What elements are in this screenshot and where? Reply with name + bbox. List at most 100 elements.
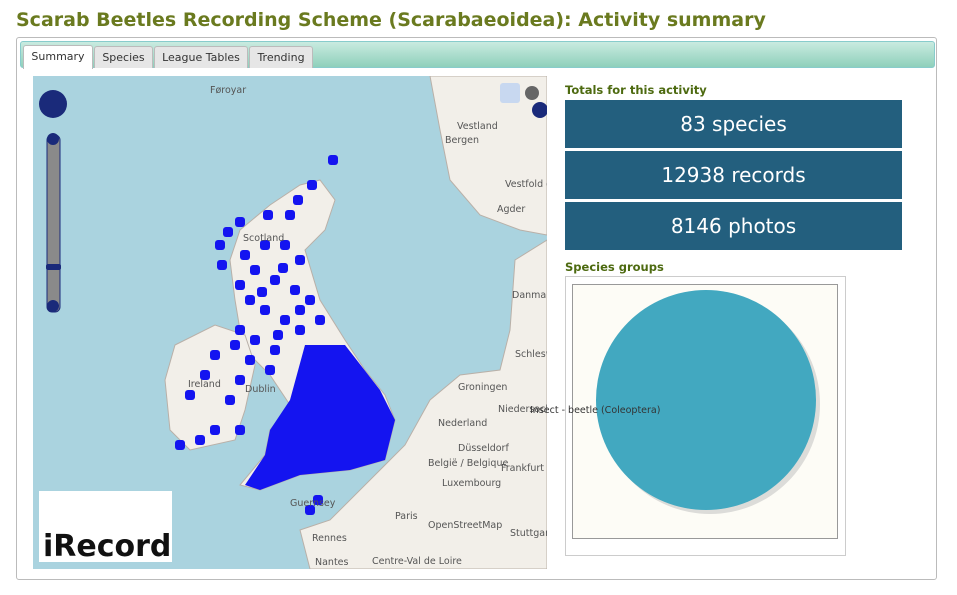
record-dot	[265, 365, 275, 375]
pie-chart: Insect - beetle (Coleoptera)	[530, 276, 846, 556]
map-label: OpenStreetMap	[428, 520, 502, 531]
logo-box	[39, 491, 172, 562]
record-dot	[200, 370, 210, 380]
map-label: Luxembourg	[442, 478, 501, 489]
record-dot	[210, 425, 220, 435]
record-dot	[263, 210, 273, 220]
record-dot	[245, 355, 255, 365]
record-dot	[257, 287, 267, 297]
map-label: Frankfurt am Main	[501, 463, 547, 474]
record-dot	[305, 295, 315, 305]
zoom-in[interactable]	[47, 133, 59, 145]
totals-heading: Totals for this activity	[565, 83, 707, 97]
record-dots	[175, 155, 357, 515]
map-label: Centre-Val de Loire	[372, 556, 462, 567]
groups-heading: Species groups	[565, 260, 664, 274]
map-label: Groningen	[458, 382, 507, 393]
total-records: 12938 records	[565, 151, 902, 199]
record-dot	[280, 240, 290, 250]
record-dot	[185, 390, 195, 400]
record-dot	[260, 305, 270, 315]
total-species: 83 species	[565, 100, 902, 148]
expand-button[interactable]	[532, 102, 547, 118]
record-dot	[270, 345, 280, 355]
record-dot	[295, 255, 305, 265]
record-dot	[295, 305, 305, 315]
record-dot	[235, 425, 245, 435]
pan-control[interactable]	[39, 90, 67, 118]
tab[interactable]: Species	[94, 46, 153, 68]
tab-bar: Summary Species League Tables Trending	[20, 41, 935, 69]
pie-slice	[596, 290, 816, 510]
pie-label: Insect - beetle (Coleoptera)	[530, 405, 660, 416]
record-dot	[217, 260, 227, 270]
record-dot	[223, 227, 233, 237]
map-label: Schleswig-Holstein	[515, 349, 547, 360]
record-dot	[240, 250, 250, 260]
page-title: Scarab Beetles Recording Scheme (Scaraba…	[16, 9, 766, 31]
record-dot	[305, 505, 315, 515]
logo: iRecord	[43, 529, 171, 564]
record-dot	[235, 375, 245, 385]
map-label: Düsseldorf	[458, 443, 509, 454]
map-label: België / Belgique	[428, 458, 508, 469]
tab[interactable]: League Tables	[154, 46, 248, 68]
record-dot	[290, 285, 300, 295]
record-dot	[215, 240, 225, 250]
record-dot	[293, 195, 303, 205]
map-label: Guernsey	[290, 498, 336, 509]
record-dot	[235, 325, 245, 335]
record-dot	[250, 265, 260, 275]
tab[interactable]: Trending	[249, 46, 313, 68]
record-dot	[225, 395, 235, 405]
map-label: Nantes	[315, 557, 349, 568]
record-dot	[235, 217, 245, 227]
record-dot	[270, 275, 280, 285]
map-label: Vestfold og Telemark	[505, 179, 547, 190]
record-dot	[250, 335, 260, 345]
record-cluster	[245, 345, 395, 490]
record-dot	[328, 155, 338, 165]
record-dot	[347, 435, 357, 445]
tab[interactable]: Summary	[23, 45, 93, 69]
record-dot	[313, 495, 323, 505]
total-photos: 8146 photos	[565, 202, 902, 250]
record-dot	[278, 263, 288, 273]
map-label: Føroyar	[210, 85, 246, 96]
help-button[interactable]	[525, 86, 539, 100]
record-dot	[307, 180, 317, 190]
map-labels: Føroyar Vestland Bergen Vestfold og Telemar…	[188, 85, 547, 568]
record-dot	[285, 210, 295, 220]
record-dot	[315, 315, 325, 325]
map-label: Paris	[395, 511, 418, 522]
record-dot	[295, 325, 305, 335]
map[interactable]: Føroyar Vestland Bergen Vestfold og Telemar…	[33, 76, 547, 569]
record-dot	[175, 440, 185, 450]
record-dot	[330, 455, 340, 465]
map-label: Niedersachsen	[498, 404, 547, 415]
zoom-out[interactable]	[47, 300, 59, 312]
map-label: Vestland	[457, 121, 498, 132]
record-dot	[245, 295, 255, 305]
record-dot	[230, 340, 240, 350]
map-label: Scotland	[243, 233, 284, 244]
zoom-handle[interactable]	[46, 264, 61, 270]
map-label: Nederland	[438, 418, 487, 429]
record-dot	[280, 315, 290, 325]
record-dot	[210, 350, 220, 360]
map-label: Ireland	[188, 379, 221, 390]
map-label: Agder	[497, 204, 525, 215]
map-label: Stuttgart	[510, 528, 547, 539]
map-label: Dublin	[245, 384, 276, 395]
layer-button[interactable]	[500, 83, 520, 103]
record-dot	[195, 435, 205, 445]
record-dot	[260, 240, 270, 250]
map-label: Rennes	[312, 533, 347, 544]
map-label: Bergen	[445, 135, 479, 146]
map-label: Danmark	[512, 290, 547, 301]
record-dot	[235, 280, 245, 290]
zoom-slider[interactable]	[46, 134, 61, 313]
panel: Summary Species League Tables Trending	[16, 37, 937, 580]
record-dot	[273, 330, 283, 340]
